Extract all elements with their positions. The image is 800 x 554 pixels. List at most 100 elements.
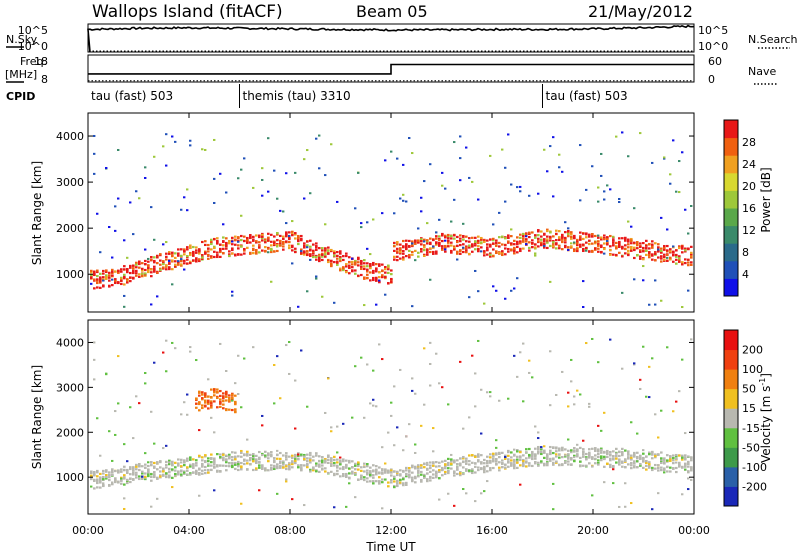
heatmap-cell bbox=[357, 256, 360, 259]
heatmap-cell bbox=[285, 235, 288, 238]
heatmap-cell bbox=[411, 466, 414, 469]
heatmap-cell bbox=[114, 281, 117, 285]
heatmap-cell bbox=[564, 246, 567, 249]
heatmap-cell bbox=[234, 382, 237, 385]
heatmap-cell bbox=[150, 473, 153, 476]
heatmap-cell bbox=[318, 259, 321, 263]
x-tick-label: 00:00 bbox=[72, 524, 104, 537]
heatmap-cell bbox=[471, 471, 474, 475]
heatmap-cell bbox=[348, 264, 351, 267]
heatmap-cell bbox=[408, 253, 411, 257]
station-title: Wallops Island (fitACF) bbox=[92, 2, 283, 22]
heatmap-cell bbox=[252, 468, 255, 472]
heatmap-cell bbox=[93, 273, 96, 277]
heatmap-cell bbox=[105, 372, 108, 375]
heatmap-cell bbox=[651, 457, 654, 460]
heatmap-cell bbox=[264, 241, 267, 244]
heatmap-cell bbox=[528, 249, 531, 252]
heatmap-cell bbox=[153, 474, 156, 477]
heatmap-cell bbox=[654, 251, 657, 254]
heatmap-cell bbox=[621, 460, 624, 463]
heatmap-cell bbox=[273, 235, 276, 238]
heatmap-cell bbox=[336, 257, 339, 260]
heatmap-cell bbox=[648, 253, 651, 257]
heatmap-cell bbox=[150, 303, 153, 306]
power-heatmap-cells bbox=[90, 131, 693, 309]
heatmap-cell bbox=[324, 249, 327, 252]
heatmap-cell bbox=[636, 241, 639, 244]
heatmap-cell bbox=[363, 470, 366, 473]
heatmap-cell bbox=[384, 268, 387, 271]
heatmap-cell bbox=[96, 269, 99, 272]
heatmap-cell bbox=[342, 474, 345, 478]
heatmap-cell bbox=[678, 160, 681, 163]
heatmap-cell bbox=[684, 458, 687, 461]
heatmap-cell bbox=[441, 239, 444, 243]
heatmap-cell bbox=[360, 469, 363, 472]
heatmap-cell bbox=[195, 257, 198, 260]
heatmap-cell bbox=[210, 248, 213, 251]
heatmap-cell bbox=[273, 243, 276, 247]
heatmap-cell bbox=[369, 279, 372, 282]
heatmap-cell bbox=[360, 259, 363, 263]
heatmap-cell bbox=[684, 247, 687, 250]
heatmap-cell bbox=[273, 459, 276, 462]
heatmap-cell bbox=[474, 500, 477, 503]
heatmap-cell bbox=[477, 460, 480, 463]
heatmap-cell bbox=[453, 247, 456, 250]
heatmap-cell bbox=[225, 469, 228, 472]
heatmap-cell bbox=[615, 135, 618, 138]
heatmap-cell bbox=[195, 406, 198, 409]
heatmap-cell bbox=[462, 238, 465, 241]
heatmap-cell bbox=[429, 470, 432, 473]
heatmap-cell bbox=[537, 452, 540, 455]
heatmap-cell bbox=[279, 209, 282, 212]
heatmap-cell bbox=[612, 465, 615, 469]
heatmap-cell bbox=[609, 463, 612, 466]
heatmap-cell bbox=[576, 242, 579, 245]
heatmap-cell bbox=[462, 427, 465, 430]
heatmap-cell bbox=[501, 251, 504, 254]
x-tick-label: 00:00 bbox=[678, 524, 710, 537]
x-tick-label: 20:00 bbox=[577, 524, 609, 537]
heatmap-cell bbox=[657, 246, 660, 249]
heatmap-cell bbox=[378, 472, 381, 475]
colorbar-tick-label: 16 bbox=[742, 202, 756, 215]
heatmap-cell bbox=[327, 260, 330, 264]
heatmap-cell bbox=[435, 235, 438, 238]
heatmap-cell bbox=[486, 464, 489, 468]
heatmap-cell bbox=[420, 210, 423, 213]
heatmap-cell bbox=[243, 454, 246, 457]
heatmap-cell bbox=[306, 244, 309, 247]
heatmap-cell bbox=[651, 254, 654, 257]
heatmap-cell bbox=[222, 397, 225, 400]
heatmap-cell bbox=[675, 453, 678, 457]
heatmap-cell bbox=[636, 244, 639, 247]
heatmap-cell bbox=[657, 492, 660, 495]
heatmap-cell bbox=[591, 494, 594, 497]
heatmap-cell bbox=[93, 341, 96, 344]
heatmap-cell bbox=[534, 243, 537, 246]
heatmap-cell bbox=[510, 462, 513, 465]
heatmap-cell bbox=[309, 254, 312, 258]
heatmap-cell bbox=[588, 402, 591, 405]
heatmap-cell bbox=[159, 263, 162, 266]
heatmap-cell bbox=[108, 484, 111, 487]
heatmap-cell bbox=[312, 455, 315, 458]
heatmap-cell bbox=[603, 481, 606, 484]
heatmap-cell bbox=[684, 468, 687, 471]
heatmap-cell bbox=[432, 450, 435, 453]
heatmap-cell bbox=[645, 464, 648, 467]
heatmap-cell bbox=[564, 455, 567, 458]
heatmap-cell bbox=[156, 468, 159, 471]
heatmap-cell bbox=[240, 214, 243, 217]
heatmap-cell bbox=[519, 233, 522, 236]
heatmap-cell bbox=[504, 454, 507, 457]
heatmap-cell bbox=[291, 244, 294, 247]
heatmap-cell bbox=[216, 396, 219, 399]
heatmap-cell bbox=[90, 485, 93, 488]
heatmap-cell bbox=[162, 145, 165, 148]
heatmap-cell bbox=[546, 464, 549, 467]
heatmap-cell bbox=[270, 248, 273, 252]
heatmap-cell bbox=[669, 455, 672, 458]
